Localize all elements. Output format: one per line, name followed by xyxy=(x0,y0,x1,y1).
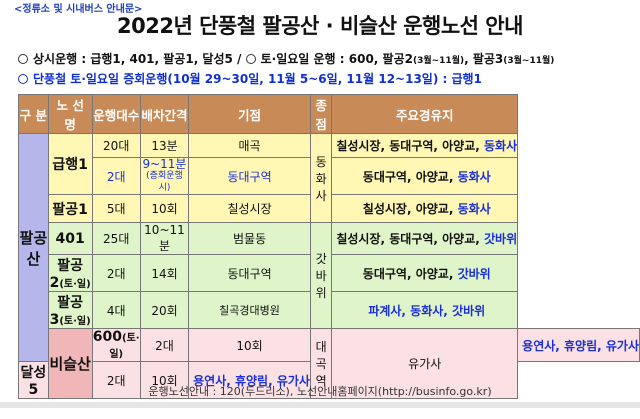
group-palgong: 팔공산 xyxy=(18,133,49,362)
route-name: 달성5 xyxy=(18,361,49,399)
table-row: 팔공1 5대 10회 칠성시장 칠성시장, 아양교, 동화사 xyxy=(19,194,640,223)
header-stops: 주요경유지 xyxy=(331,94,519,134)
header-buses: 운행대수 xyxy=(91,94,141,134)
notes: 상시운행 : 급행1, 401, 팔공1, 달성5 / 토·일요일 운행 : 6… xyxy=(18,50,628,88)
stops-cell: 동대구역, 아양교, 동화사 xyxy=(331,157,519,195)
stops-cell: 칠성시장, 동대구역, 아양교, 동화사 xyxy=(331,133,519,158)
route-name: 팔공1 xyxy=(47,194,93,223)
stops-cell: 용연사, 휴양림, 유가사 xyxy=(517,328,640,362)
stops-cell: 동대구역, 아양교, 갓바위 xyxy=(331,254,519,292)
group-biseul: 비슬산 xyxy=(47,328,93,399)
header-start: 기점 xyxy=(188,94,311,134)
table-row: 달성5 2대 10회 용연사, 휴양림, 유가사 xyxy=(18,361,640,399)
route-name: 급행1 xyxy=(47,133,93,195)
stops-cell: 칠성시장, 동대구역, 아양교, 갓바위 xyxy=(331,222,519,255)
table-row: 401 25대 10~11분 범물동 갓바위 칠성시장, 동대구역, 아양교, … xyxy=(19,222,640,329)
stops-cell: 칠성시장, 아양교, 동화사 xyxy=(331,194,519,223)
header-end: 종점 xyxy=(309,94,333,134)
bottom-divider xyxy=(0,402,640,408)
header-interval: 배차간격 xyxy=(139,94,190,134)
circle-bullet-icon xyxy=(18,54,28,64)
table-row: 팔공3(토·일) 4대 20회 칠곡경대병원 파계사, 동화사, 갓바위 xyxy=(19,291,640,329)
footer-info: 운행노선안내 : 120(두드리소), 노선안내홈페이지(http://busi… xyxy=(148,385,492,398)
route-name: 팔공2(토·일) xyxy=(47,254,93,292)
note-autumn: 단풍철 토·일요일 증회운행(10월 29~30일, 11월 5~6일, 11월… xyxy=(18,70,628,88)
route-table: 구 분 노 선 명 운행대수 배차간격 기점 종점 주요경유지 팔공산 급행1 … xyxy=(18,94,640,399)
stops-cell: 파계사, 동화사, 갓바위 xyxy=(331,291,519,329)
table-row: 팔공2(토·일) 2대 14회 동대구역 동대구역, 아양교, 갓바위 xyxy=(19,254,640,292)
note-regular: 상시운행 : 급행1, 401, 팔공1, 달성5 / 토·일요일 운행 : 6… xyxy=(18,50,628,70)
route-name: 팔공3(토·일) xyxy=(47,291,93,329)
route-name: 600(토·일) xyxy=(91,328,141,362)
page-title: 2022년 단풍철 팔공산 · 비슬산 운행노선 안내 xyxy=(117,14,523,38)
table-row: 비슬산 600(토·일) 2대 10회 대곡역 유가사 용연사, 휴양림, 유가… xyxy=(19,328,640,399)
circle-bullet-icon xyxy=(245,54,256,64)
table-header: 구 분 노 선 명 운행대수 배차간격 기점 종점 주요경유지 xyxy=(18,94,640,134)
header-route: 노 선 명 xyxy=(47,94,93,134)
notice-tag: <정류소 및 시내버스 안내문> xyxy=(14,4,143,15)
route-name: 401 xyxy=(47,222,93,255)
stops-cell: 용연사, 휴양림, 유가사 xyxy=(188,361,311,399)
table-row: 팔공산 급행1 20대 13분 매곡 동화사 칠성시장, 동대구역, 아양교, … xyxy=(18,133,640,362)
circle-bullet-icon xyxy=(18,74,28,84)
header-category: 구 분 xyxy=(18,94,49,134)
